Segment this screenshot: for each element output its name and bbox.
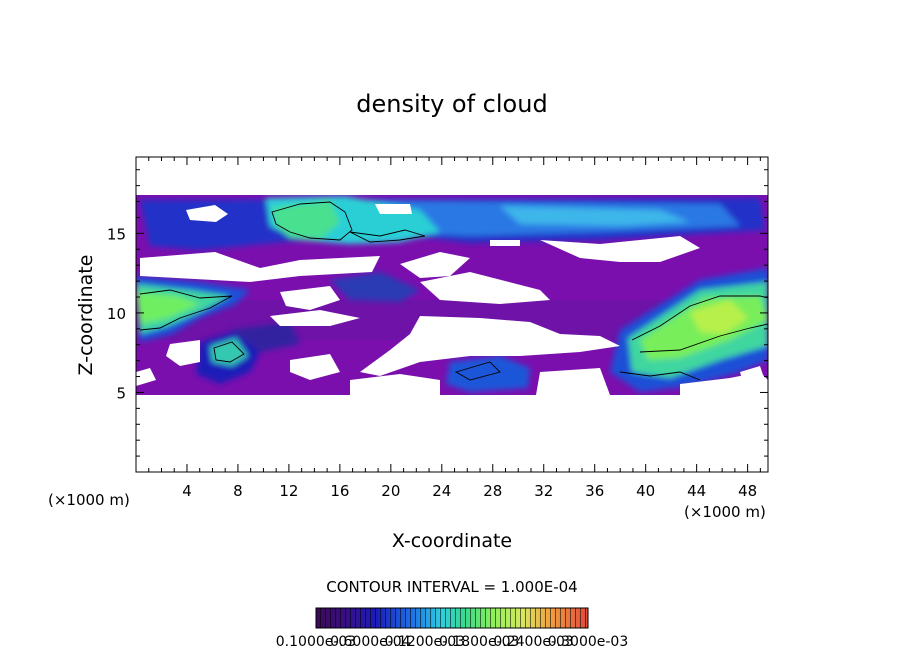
- colorbar-labels: 0.1000e-030.6000e-040.1200e-030.1800e-03…: [276, 634, 628, 650]
- clear-air-below: [136, 395, 768, 472]
- cloud-right-large-peak: [690, 300, 748, 334]
- y-tick-label: 10: [107, 305, 126, 323]
- contour-right-3: [619, 371, 701, 381]
- minor-ticks: [136, 157, 768, 472]
- x-tick-label: 28: [483, 482, 502, 500]
- clear-air-above: [136, 157, 768, 195]
- hole-band-1: [140, 252, 380, 282]
- hole-mid-3: [166, 340, 200, 366]
- contour-lines: [139, 201, 768, 381]
- colorbar-label: 0.2400e-03: [493, 634, 573, 650]
- x-tick-label: 20: [381, 482, 400, 500]
- cloud-mid-strand-2: [230, 322, 300, 352]
- y-axis-label: Z-coordinate: [75, 255, 97, 376]
- colorbar-frame: [315, 607, 589, 629]
- cloud-center-low: [446, 356, 530, 392]
- hole-band-5: [420, 272, 550, 304]
- hole-top-3: [490, 240, 520, 246]
- chart-title: density of cloud: [356, 90, 547, 118]
- contour-top-left: [271, 201, 353, 241]
- colorbar-label: 0.6000e-04: [330, 634, 411, 650]
- contour-right: [631, 295, 768, 341]
- colorbar-label: 0.1200e-03: [385, 634, 465, 650]
- x-tick-label: 8: [233, 482, 243, 500]
- x-tick-label: 44: [687, 482, 706, 500]
- contour-left: [139, 289, 233, 331]
- y-axis-ticks: 5 10 15: [107, 225, 768, 402]
- colorbar: [315, 607, 589, 629]
- hole-top-1: [186, 205, 228, 222]
- contour-top-left-2: [349, 229, 426, 243]
- clear-air-regions: [136, 157, 768, 472]
- y-tick-label: 5: [116, 384, 126, 402]
- hole-mid-2: [360, 316, 620, 376]
- hole-band-4: [280, 286, 340, 310]
- x-tick-label: 40: [636, 482, 655, 500]
- x-tick-label: 16: [330, 482, 349, 500]
- cloud-density-field: [136, 157, 768, 472]
- colorbar-label: 0.1000e-03: [276, 634, 356, 650]
- contour-small-left: [213, 341, 245, 363]
- x-tick-label: 32: [534, 482, 553, 500]
- cloud-top-streak-core: [500, 206, 690, 226]
- hole-low-5: [136, 368, 156, 386]
- x-tick-label: 4: [182, 482, 192, 500]
- contour-right-2: [639, 323, 768, 353]
- hole-mid-4: [290, 354, 340, 380]
- colorbar-label: 0.3000e-03: [548, 634, 628, 650]
- y-axis-unit: (×1000 m): [48, 491, 130, 509]
- x-tick-label: 24: [432, 482, 451, 500]
- colorbar-stripes: [316, 608, 588, 628]
- hole-band-3: [540, 236, 700, 262]
- x-tick-label: 12: [279, 482, 298, 500]
- hole-mid-1: [270, 310, 360, 326]
- plot-frame: [135, 156, 769, 473]
- contour-center-low: [454, 361, 501, 381]
- hole-low-4: [740, 366, 764, 386]
- contour-interval-text: CONTOUR INTERVAL = 1.000E-04: [326, 578, 577, 596]
- cloud-top-left-green: [272, 200, 340, 240]
- x-axis-label: X-coordinate: [392, 530, 512, 552]
- hole-low-1: [350, 374, 440, 395]
- y-tick-label: 15: [107, 225, 126, 243]
- cloud-mid-strand: [330, 272, 420, 302]
- x-axis-ticks: 4 8 12 16 20 24 28 32 36 40 44 48: [182, 157, 757, 500]
- x-tick-label: 48: [738, 482, 757, 500]
- colorbar-label: 0.1800e-03: [439, 634, 519, 650]
- hole-top-2: [375, 204, 412, 214]
- hole-band-2: [400, 252, 470, 278]
- hole-low-2: [536, 368, 610, 395]
- cloud-left-mid-green: [136, 292, 200, 324]
- cloud-small-left-core: [210, 338, 248, 366]
- x-axis-unit: (×1000 m): [684, 503, 766, 521]
- x-tick-label: 36: [585, 482, 604, 500]
